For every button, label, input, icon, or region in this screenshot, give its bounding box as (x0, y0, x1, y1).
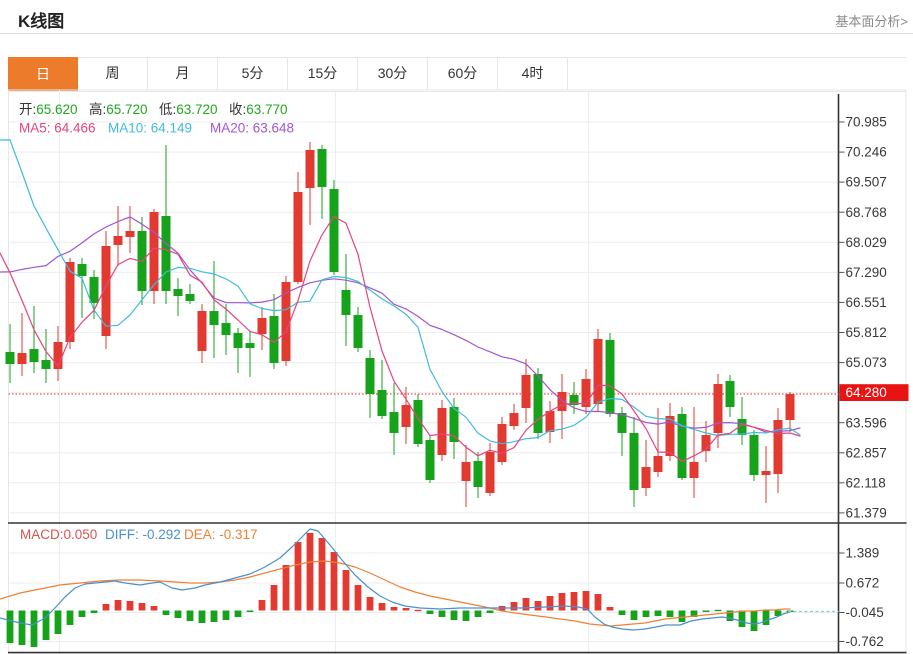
svg-text:63.596: 63.596 (846, 415, 887, 430)
svg-text:70.246: 70.246 (846, 145, 887, 160)
svg-text:67.290: 67.290 (846, 265, 887, 280)
svg-text:61.379: 61.379 (846, 506, 887, 521)
svg-text:0.672: 0.672 (846, 576, 880, 591)
svg-text:69.507: 69.507 (846, 175, 887, 190)
svg-text:62.118: 62.118 (846, 475, 886, 490)
svg-text:65.073: 65.073 (846, 355, 887, 370)
svg-text:62.857: 62.857 (846, 445, 887, 460)
svg-text:68.768: 68.768 (846, 205, 887, 220)
svg-text:64.280: 64.280 (846, 385, 887, 400)
svg-text:-0.762: -0.762 (846, 634, 884, 649)
svg-text:-0.045: -0.045 (846, 605, 884, 620)
svg-text:70.985: 70.985 (846, 115, 887, 130)
svg-text:65.812: 65.812 (846, 325, 887, 340)
svg-text:66.551: 66.551 (846, 295, 887, 310)
svg-text:68.029: 68.029 (846, 235, 887, 250)
svg-text:1.389: 1.389 (846, 546, 880, 561)
